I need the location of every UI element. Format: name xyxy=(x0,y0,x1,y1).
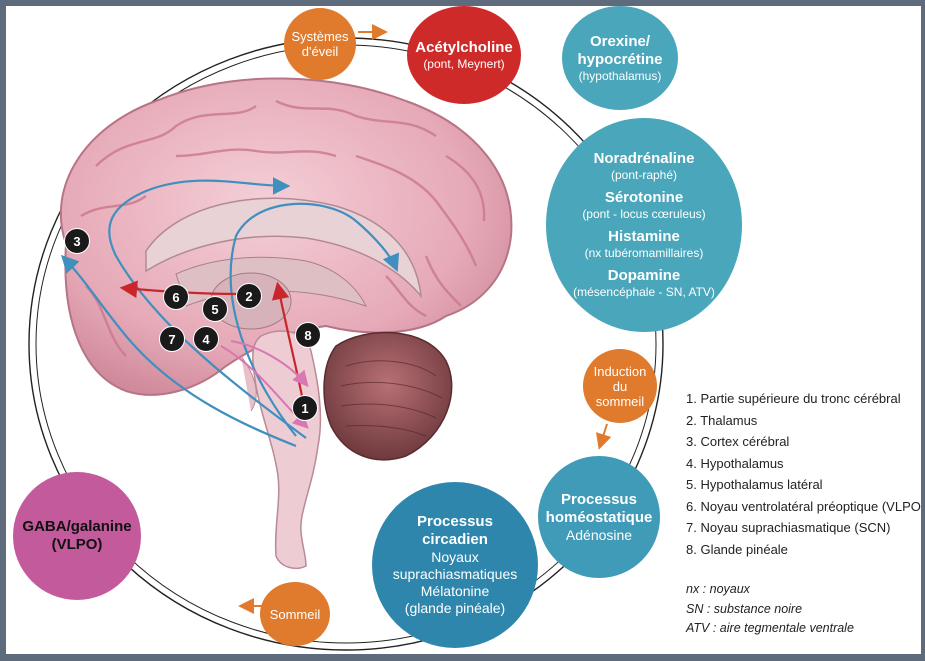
diagram-canvas: Systèmes d'éveil Acétylcholine (pont, Me… xyxy=(6,6,921,654)
abbreviation-item: ATV : aire tegmentale ventrale xyxy=(686,621,854,635)
bubble-monoamines: Noradrénaline (pont-raphé) Sérotonine (p… xyxy=(546,118,742,332)
bubble-induction-sommeil: Induction du sommeil xyxy=(583,349,657,423)
legend-item: 1. Partie supérieure du tronc cérébral xyxy=(686,391,901,406)
bubble-acetylcholine: Acétylcholine (pont, Meynert) xyxy=(407,6,521,104)
marker-6: 6 xyxy=(163,284,189,310)
gaba-line2: (VLPO) xyxy=(51,536,103,553)
legend-item: 2. Thalamus xyxy=(686,412,758,428)
orexine-sub: (hypothalamus) xyxy=(578,68,662,83)
marker-7: 7 xyxy=(159,326,185,352)
circadien-line4: (glande pinéale) xyxy=(404,600,506,616)
acetylcholine-sub: (pont, Meynert) xyxy=(423,56,505,71)
orexine-title1: Orexine/ xyxy=(589,32,651,50)
induction-line1: Induction xyxy=(593,363,647,379)
dopamine-title: Dopamine xyxy=(607,267,681,284)
systemes-line2: d'éveil xyxy=(301,44,339,59)
bubble-processus-circadien: Processus circadien Noyaux suprachiasmat… xyxy=(372,482,538,648)
legend-item: 6. Noyau ventrolatéral préoptique (VLPO) xyxy=(686,498,921,514)
circadien-title2: circadien xyxy=(422,531,488,548)
homeo-title1: Processus xyxy=(561,490,637,508)
histamine-title: Histamine xyxy=(608,228,680,245)
bubble-processus-homeostatique: Processus homéostatique Adénosine xyxy=(538,456,660,578)
sommeil-label: Sommeil xyxy=(269,606,321,622)
bubble-gaba-galanine: GABA/galanine (VLPO) xyxy=(13,472,141,600)
bubble-systemes-eveil: Systèmes d'éveil xyxy=(284,8,356,80)
brain-illustration xyxy=(28,24,664,651)
orexine-title2: hypocrétine xyxy=(577,50,663,68)
homeo-sub: Adénosine xyxy=(565,526,633,543)
homeo-title2: homéostatique xyxy=(545,508,653,526)
abbreviations-list: nx : noyaux SN : substance noire ATV : a… xyxy=(686,580,854,639)
marker-4: 4 xyxy=(193,326,219,352)
legend-item: 5. Hypothalamus latéral xyxy=(686,477,823,492)
noradrenaline-title: Noradrénaline xyxy=(593,150,695,167)
bubble-orexine: Orexine/ hypocrétine (hypothalamus) xyxy=(562,6,678,110)
serotonine-sub: (pont - locus cœruleus) xyxy=(582,207,706,221)
acetylcholine-title: Acétylcholine xyxy=(415,38,513,56)
bubble-sommeil: Sommeil xyxy=(260,582,330,646)
legend-item: 3. Cortex cérébral xyxy=(686,434,790,449)
brainstem-shape xyxy=(252,330,322,569)
induction-line2: du xyxy=(612,378,628,394)
abbreviation-item: SN : substance noire xyxy=(686,601,803,616)
serotonine-title: Sérotonine xyxy=(604,189,684,206)
abbreviation-item: nx : noyaux xyxy=(686,582,750,596)
legend-item: 4. Hypothalamus xyxy=(686,455,784,471)
legend-item: 8. Glande pinéale xyxy=(686,541,788,557)
circadien-line2: suprachiasmatiques xyxy=(392,566,518,582)
circadien-title1: Processus xyxy=(417,513,493,530)
systemes-line1: Systèmes xyxy=(291,29,349,44)
legend-item: 7. Noyau suprachiasmatique (SCN) xyxy=(686,520,891,535)
gaba-line1: GABA/galanine xyxy=(22,518,132,535)
induction-line3: sommeil xyxy=(595,393,645,409)
noradrenaline-sub: (pont-raphé) xyxy=(610,168,678,182)
dopamine-sub: (mésencéphale - SN, ATV) xyxy=(573,285,715,299)
marker-5: 5 xyxy=(202,296,228,322)
marker-2: 2 xyxy=(236,283,262,309)
marker-8: 8 xyxy=(295,322,321,348)
marker-3: 3 xyxy=(64,228,90,254)
histamine-sub: (nx tubéromamillaires) xyxy=(584,246,704,260)
legend-list: 1. Partie supérieure du tronc cérébral 2… xyxy=(686,388,921,560)
cerebellum-shape xyxy=(323,331,453,461)
circadien-line1: Noyaux xyxy=(431,549,479,565)
circadien-line3: Mélatonine xyxy=(420,583,490,599)
marker-1: 1 xyxy=(292,395,318,421)
